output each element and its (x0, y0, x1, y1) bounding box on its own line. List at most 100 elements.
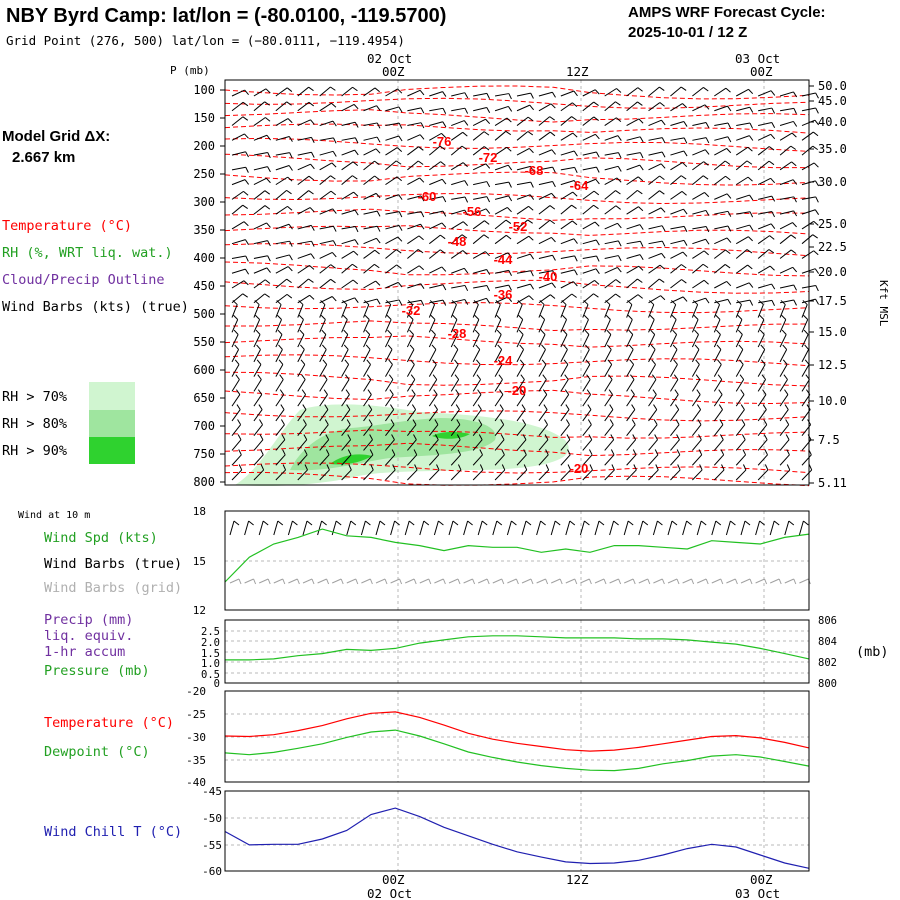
pressure-axis: 100 150 200 250 300 350 400 450 500 550 600 650 700 7… (193, 83, 225, 489)
wind-barb (450, 434, 461, 451)
grid-wind-barb-10m (536, 578, 549, 585)
wind-barb (648, 225, 666, 232)
wind-barb (253, 134, 271, 141)
wind-barb (669, 300, 677, 318)
wind-barb (582, 239, 600, 246)
wind-barb (626, 389, 635, 407)
wind-barb (779, 249, 797, 259)
wind-barb (516, 300, 523, 318)
wind-barb (363, 374, 372, 392)
grid-wind-barb-10m (273, 578, 286, 585)
wind-barb (626, 224, 644, 230)
wind-barb (560, 191, 578, 200)
temperature-contour (224, 97, 810, 109)
wind-barb (560, 220, 578, 230)
wind-barb-10m (594, 520, 605, 536)
wind-barb (735, 329, 743, 348)
wind-barb (757, 404, 767, 422)
wind-barb (691, 300, 699, 318)
wind-barb (275, 278, 292, 289)
wind-barb (363, 329, 371, 348)
wind-barb (735, 160, 753, 171)
wind-barb (275, 189, 292, 200)
wind-barb (735, 419, 746, 437)
grid-wind-barb-10m (638, 578, 651, 585)
wind-barb (648, 449, 659, 466)
wind-barb (713, 359, 722, 377)
temp-tick-label: -35 (186, 754, 206, 767)
wind-barb (341, 86, 358, 97)
wind-barb (406, 329, 414, 348)
wind-barb (472, 146, 490, 156)
wind-barb (670, 389, 679, 407)
wind-barb (275, 165, 293, 171)
wind-barb (538, 374, 547, 392)
wind-barb (779, 449, 790, 466)
wind-barb (670, 137, 688, 144)
wind-barb (713, 434, 724, 451)
wind-barb (472, 118, 491, 126)
wind-barb (428, 300, 436, 318)
wind-barb (560, 434, 571, 451)
legend-cloud: Cloud/Precip Outline (2, 272, 165, 288)
wind-barb (450, 221, 468, 230)
temperature-contour-label: -64 (570, 178, 590, 193)
wind-barb (406, 359, 415, 377)
wind-barb (779, 300, 786, 318)
temperature-contour-label: -24 (494, 353, 514, 368)
wind-barb (538, 166, 556, 173)
wind-barb-10m (244, 520, 254, 536)
wind-barb (231, 101, 249, 112)
wind-barb (231, 389, 241, 407)
wind-barb (692, 175, 709, 186)
wind-barb (516, 449, 527, 466)
wind-barb (692, 122, 710, 129)
wind-barb (691, 419, 702, 437)
wind-barb (319, 190, 337, 200)
wind-barb (626, 278, 643, 289)
wind-barb (363, 344, 371, 363)
wind-barb (560, 300, 567, 318)
wind-barb (714, 136, 732, 143)
wind-barb (363, 449, 374, 466)
wind-barb (801, 250, 819, 259)
wind-barb (648, 207, 666, 215)
wind-barb (779, 120, 798, 127)
wind-barb (275, 254, 293, 261)
grid-wind-barb-10m (682, 578, 695, 585)
wind-barb (648, 86, 665, 97)
wind-barb (472, 131, 490, 141)
wind-barb (692, 137, 710, 144)
wind-barb (385, 449, 396, 466)
wind-barb (779, 234, 797, 245)
wind-barb-10m (682, 520, 692, 536)
wind-barb (363, 464, 374, 481)
wind-barb (253, 389, 263, 407)
temperature-contour-label: -28 (448, 326, 467, 341)
wind-barb (779, 284, 797, 291)
wind-barb (319, 175, 336, 186)
wind-barb (494, 181, 512, 188)
wind-barb (604, 117, 622, 126)
wind-barb (757, 160, 775, 171)
wind-barb (735, 300, 742, 318)
wind-barb (582, 300, 589, 318)
wind-barb (341, 225, 359, 233)
wind-barb (582, 449, 593, 466)
wind-barb (516, 359, 525, 377)
wind-barb (648, 102, 665, 112)
wind-barb (626, 464, 637, 481)
wind-barb (714, 281, 732, 289)
wind-barb (297, 163, 315, 171)
wind-barb (341, 314, 348, 333)
wind-barb (692, 104, 710, 112)
wind-barb (757, 329, 765, 348)
wind-barb (428, 249, 446, 259)
wind-barb (779, 145, 797, 156)
wind-barb (472, 208, 491, 215)
wind-barb (363, 300, 370, 318)
wind-barb (275, 240, 293, 247)
wind-barb (757, 434, 768, 451)
wind-barb (582, 178, 600, 186)
model-grid-value: 2.667 km (12, 149, 75, 166)
